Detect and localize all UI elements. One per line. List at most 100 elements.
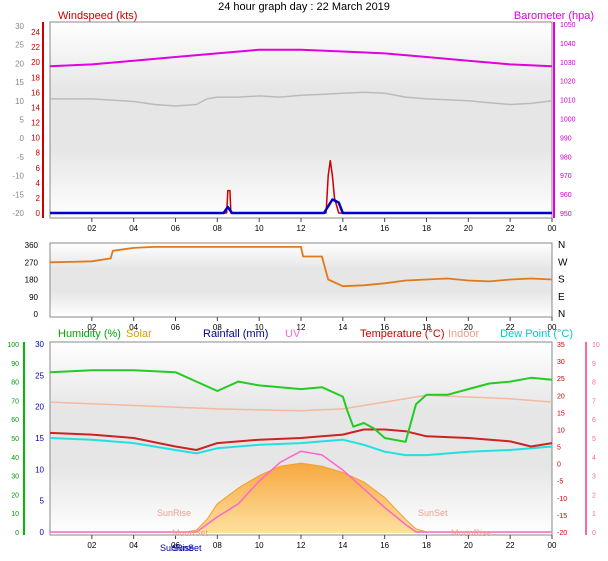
temp-tick-label: -10 — [557, 496, 567, 503]
temp-tick-label: -20 — [557, 530, 567, 537]
wind-tick-label: 20 — [31, 58, 40, 67]
p1-x-tick-label: 10 — [255, 224, 264, 233]
wind-tick-label: 16 — [31, 88, 40, 97]
p1-x-tick-label: 22 — [506, 224, 515, 233]
uv-tick-label: 3 — [592, 474, 596, 481]
temp-tick-label: 15 — [557, 410, 565, 417]
p2-x-tick-label: 00 — [548, 323, 557, 332]
p1-x-tick-label: 00 — [548, 224, 557, 233]
p1-outer-tick-label: 5 — [20, 116, 25, 125]
p1-outer-tick-label: 15 — [15, 78, 24, 87]
p3-x-tick-label: 16 — [380, 541, 389, 550]
compass-tick-label: N — [558, 309, 565, 320]
wind-tick-label: 14 — [31, 103, 40, 112]
p1-x-tick-label: 06 — [171, 224, 180, 233]
p2-x-tick-label: 20 — [464, 323, 473, 332]
wind-tick-label: 18 — [31, 73, 40, 82]
uv-tick-label: 9 — [592, 361, 596, 368]
dir-tick-label: 0 — [34, 310, 39, 319]
temp-tick-label: 35 — [557, 342, 565, 349]
solar-tick-label: 5 — [40, 497, 45, 506]
wind-tick-label: 2 — [36, 194, 41, 203]
solar-tick-label: 15 — [35, 434, 44, 443]
humidity-tick-label: 60 — [11, 417, 19, 424]
temp-tick-label: -5 — [557, 479, 563, 486]
p3-x-tick-label: 14 — [338, 541, 347, 550]
humidity-label: Humidity (%) — [58, 328, 121, 340]
uv-tick-label: 7 — [592, 398, 596, 405]
humidity-tick-label: 40 — [11, 455, 19, 462]
baro-tick-label: 950 — [560, 211, 572, 218]
baro-tick-label: 990 — [560, 135, 572, 142]
p1-x-tick-label: 18 — [422, 224, 431, 233]
moonset-label: MoonSet — [172, 528, 209, 538]
solar-area — [50, 463, 552, 533]
temp-tick-label: 30 — [557, 359, 565, 366]
wind-tick-label: 6 — [36, 164, 41, 173]
windspeed-label: Windspeed (kts) — [58, 10, 137, 22]
p1-outer-tick-label: 10 — [15, 97, 24, 106]
baro-tick-label: 970 — [560, 173, 572, 180]
p3-x-tick-label: 18 — [422, 541, 431, 550]
baro-tick-label: 1020 — [560, 79, 576, 86]
p1-outer-tick-label: 20 — [15, 59, 24, 68]
p2-x-tick-label: 04 — [129, 323, 138, 332]
humidity-tick-label: 90 — [11, 361, 19, 368]
baro-tick-label: 980 — [560, 154, 572, 161]
temp-tick-label: 25 — [557, 376, 565, 383]
wind-tick-label: 0 — [36, 209, 41, 218]
sunset-axis-label: SunSet — [172, 543, 202, 553]
uv-line — [50, 450, 552, 533]
p1-outer-tick-label: -10 — [12, 172, 24, 181]
gust-line — [50, 198, 552, 215]
barometer-line — [49, 48, 553, 68]
p3-x-tick-label: 12 — [297, 541, 306, 550]
indoor-label: Indoor — [448, 328, 480, 340]
wind-direction-line — [49, 245, 553, 288]
humidity-tick-label: 50 — [11, 436, 19, 443]
p1-outer-tick-label: 30 — [15, 22, 24, 31]
uv-tick-label: 0 — [592, 530, 596, 537]
solar-tick-label: 25 — [35, 371, 44, 380]
rainfall-label: Rainfall (mm) — [203, 328, 268, 340]
p3-x-tick-label: 04 — [129, 541, 138, 550]
humidity-tick-label: 100 — [7, 342, 19, 349]
sunset-label: SunSet — [418, 508, 448, 518]
solar-label: Solar — [126, 328, 152, 340]
p2-x-tick-label: 02 — [87, 323, 96, 332]
dir-tick-label: 90 — [29, 293, 38, 302]
uv-tick-label: 1 — [592, 511, 596, 518]
p2-x-tick-label: 12 — [297, 323, 306, 332]
wind-tick-label: 24 — [31, 28, 40, 37]
humidity-tick-label: 0 — [15, 530, 19, 537]
p1-outer-tick-label: -20 — [12, 209, 24, 218]
temperature-label: Temperature (°C) — [360, 328, 444, 340]
p3-x-tick-label: 00 — [548, 541, 557, 550]
uv-tick-label: 10 — [592, 342, 600, 349]
temp-tick-label: 0 — [557, 462, 561, 469]
temperature-line — [49, 428, 553, 451]
p3-x-tick-label: 02 — [87, 541, 96, 550]
p1-outer-tick-label: -15 — [12, 190, 24, 199]
p3-x-tick-label: 06 — [171, 541, 180, 550]
baro-tick-label: 1050 — [560, 22, 576, 29]
baro-tick-label: 1010 — [560, 98, 576, 105]
compass-tick-label: S — [558, 275, 565, 286]
baro-tick-label: 1000 — [560, 117, 576, 124]
temp-tick-label: 10 — [557, 427, 565, 434]
moonrise-label: MoonRise — [451, 528, 492, 538]
p2-x-tick-label: 10 — [255, 323, 264, 332]
compass-tick-label: W — [558, 257, 568, 268]
dir-tick-label: 180 — [25, 276, 39, 285]
dewpoint-line — [49, 437, 553, 457]
uv-tick-label: 6 — [592, 417, 596, 424]
grey-series-line — [50, 91, 553, 107]
sunrise-axis-label: SunRise — [160, 543, 194, 553]
p2-x-tick-label: 06 — [171, 323, 180, 332]
humidity-tick-label: 10 — [11, 511, 19, 518]
wind-tick-label: 22 — [31, 43, 40, 52]
uv-label: UV — [285, 328, 301, 340]
uv-tick-label: 5 — [592, 436, 596, 443]
